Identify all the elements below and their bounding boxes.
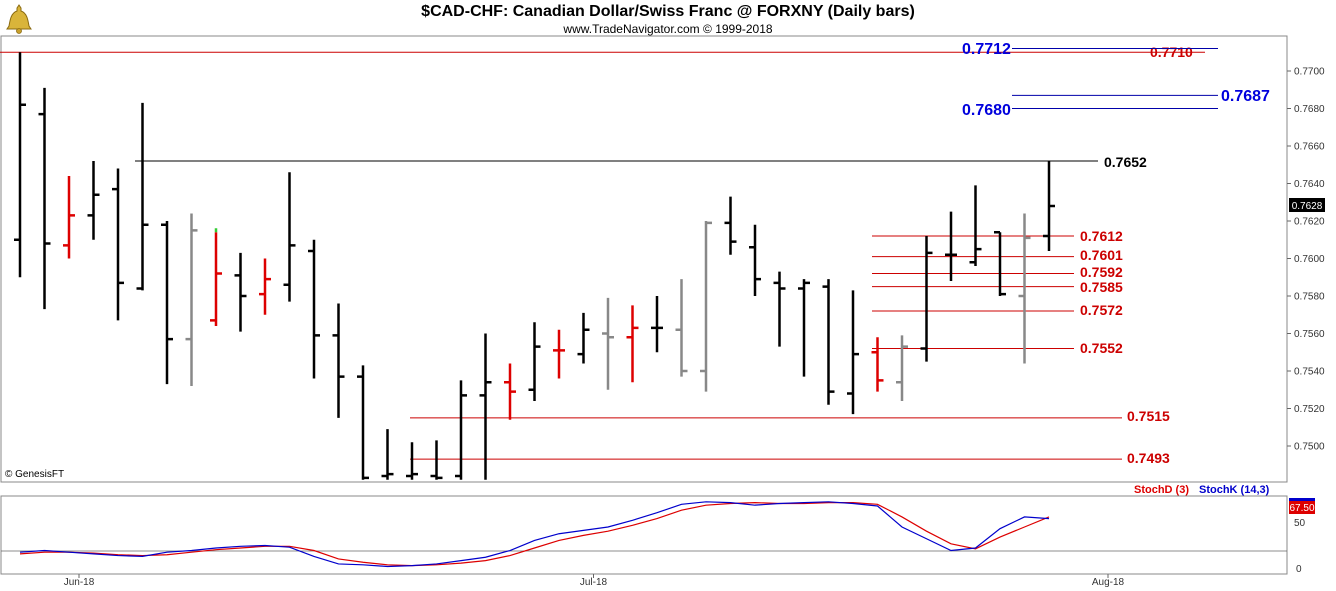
- x-tick-label: Aug-18: [1092, 577, 1125, 588]
- ohlc-bar: [602, 297, 614, 390]
- ohlc-bar: [332, 303, 345, 418]
- x-tick-label: Jun-18: [64, 577, 95, 588]
- ohlc-bar: [945, 211, 957, 281]
- stochastic-panel: [19, 501, 1050, 568]
- ohlc-bar: [626, 305, 639, 383]
- y-tick-label: 0.7660: [1294, 142, 1325, 153]
- ohlc-bar: [1043, 161, 1055, 251]
- ohlc-bar: [577, 312, 590, 364]
- chart-subtitle: www.TradeNavigator.com © 1999-2018: [563, 22, 773, 36]
- ohlc-bar: [136, 102, 149, 291]
- ohlc-bar: [724, 196, 737, 255]
- level-label: 0.7710: [1150, 44, 1193, 60]
- ohlc-bar: [700, 221, 712, 392]
- ohlc-bar: [479, 333, 492, 480]
- level-label: 0.7515: [1127, 408, 1170, 424]
- ohlc-bar: [773, 271, 786, 347]
- watermark: © GenesisFT: [5, 469, 64, 480]
- last-price-badge: [1289, 198, 1325, 212]
- stochk-legend: StochK (14,3): [1199, 484, 1270, 496]
- stoch-tick-0: 0: [1296, 564, 1302, 575]
- ohlc-bar: [430, 440, 443, 480]
- level-label: 0.7612: [1080, 228, 1123, 244]
- ohlc-bar: [920, 236, 933, 362]
- stoch-value-label: 67.50: [1289, 503, 1314, 514]
- x-tick-label: Jul-18: [580, 577, 608, 588]
- x-axis: Jun-18 Jul-18 Aug-18: [64, 574, 1125, 588]
- level-label: 0.7592: [1080, 264, 1123, 280]
- y-tick-label: 0.7680: [1294, 104, 1325, 115]
- stochd-line: [19, 502, 1050, 567]
- ohlc-bar: [234, 252, 247, 332]
- stoch-tick-50: 50: [1294, 518, 1306, 529]
- ohlc-bar: [87, 161, 100, 240]
- ohlc-bar: [528, 322, 541, 401]
- ohlc-bar: [112, 168, 124, 321]
- bell-logo-icon: [6, 4, 32, 34]
- y-tick-label: 0.7500: [1294, 442, 1325, 453]
- level-label: 0.7585: [1080, 279, 1123, 295]
- stochk-line: [19, 501, 1050, 568]
- y-tick-label: 0.7640: [1294, 179, 1325, 190]
- ohlc-bar: [896, 335, 908, 401]
- y-tick-label: 0.7600: [1294, 254, 1325, 265]
- level-label: 0.7552: [1080, 340, 1123, 356]
- bars-layer: [14, 52, 1055, 480]
- y-tick-label: 0.7620: [1294, 217, 1325, 228]
- levels-layer: 0.7710 0.7712 0.7687 0.7680 0.7652 0.7612 0.76…: [0, 41, 1270, 466]
- ohlc-bar: [651, 296, 663, 353]
- stoch-panel-frame: [0, 495, 1288, 575]
- stoch-value-badge: [1289, 501, 1315, 514]
- ohlc-bar: [969, 185, 982, 266]
- stochd-legend: StochD (3): [1134, 484, 1189, 496]
- ohlc-bar: [259, 258, 271, 315]
- ohlc-bar: [406, 442, 418, 480]
- level-label: 0.7687: [1221, 88, 1270, 105]
- last-price-label: 0.7628: [1292, 201, 1323, 212]
- level-label: 0.7652: [1104, 154, 1147, 170]
- ohlc-bar: [161, 221, 173, 385]
- y-tick-label: 0.7540: [1294, 367, 1325, 378]
- level-label: 0.7572: [1080, 302, 1123, 318]
- ohlc-bar: [283, 172, 296, 302]
- ohlc-bar: [210, 232, 222, 326]
- ohlc-bar: [994, 231, 1006, 296]
- level-label: 0.7712: [962, 41, 1011, 58]
- y-tick-label: 0.7580: [1294, 292, 1325, 303]
- ohlc-bar: [1018, 213, 1031, 364]
- ohlc-bar: [381, 429, 394, 480]
- ohlc-bar: [553, 329, 565, 379]
- ohlc-bar: [675, 279, 688, 377]
- level-label: 0.7601: [1080, 247, 1123, 263]
- ohlc-bar: [822, 279, 835, 405]
- y-axis: 0.7700 0.7680 0.7660 0.7640 0.7620 0.7600 0.75…: [1287, 67, 1325, 453]
- y-tick-label: 0.7520: [1294, 404, 1325, 415]
- ohlc-bar: [308, 239, 320, 379]
- ohlc-bar: [63, 176, 75, 259]
- ohlc-bar: [14, 52, 26, 278]
- ohlc-bar: [871, 337, 884, 392]
- level-label: 0.7493: [1127, 450, 1170, 466]
- y-tick-label: 0.7560: [1294, 329, 1325, 340]
- stoch-blue-badge: [1289, 498, 1315, 501]
- ohlc-bar: [38, 87, 51, 310]
- chart-title: $CAD-CHF: Canadian Dollar/Swiss Franc @ …: [421, 3, 915, 20]
- ohlc-bar: [455, 380, 467, 480]
- ohlc-bar: [185, 213, 198, 386]
- ohlc-bar: [749, 224, 761, 296]
- ohlc-bar: [798, 279, 810, 377]
- y-tick-label: 0.7700: [1294, 67, 1325, 78]
- level-label: 0.7680: [962, 102, 1011, 119]
- ohlc-bar: [357, 365, 369, 480]
- ohlc-bar: [504, 363, 516, 420]
- chart-header: $CAD-CHF: Canadian Dollar/Swiss Franc @ …: [0, 0, 1336, 36]
- ohlc-bar: [847, 290, 859, 415]
